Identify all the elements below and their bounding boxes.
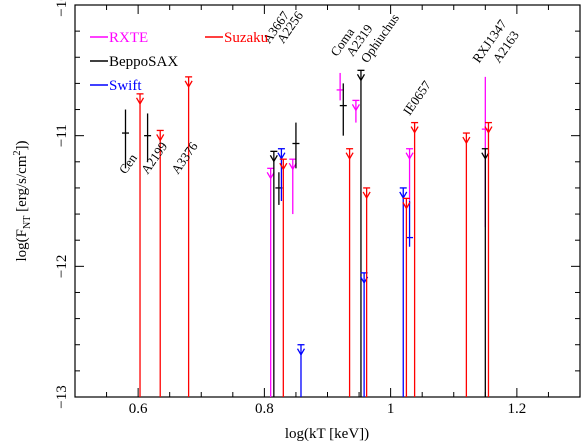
upper-limit-arrow xyxy=(288,162,297,171)
upper-limit-arrow xyxy=(402,202,411,210)
upper-limit-arrow xyxy=(269,155,278,163)
x-axis-label: log(kT [keV]) xyxy=(285,426,369,442)
upper-limit-arrow xyxy=(351,104,360,112)
cluster-label: Cen xyxy=(116,150,141,176)
upper-limit-arrow xyxy=(156,134,165,142)
y-axis-label-main: log(F xyxy=(14,229,30,262)
upper-limit-arrow xyxy=(345,152,354,161)
upper-limit-arrow xyxy=(135,97,145,106)
y-tick-label: −12 xyxy=(54,255,70,278)
y-axis-label-end: ]) xyxy=(14,141,30,151)
upper-limit-arrow xyxy=(410,126,419,134)
upper-limit-arrow xyxy=(405,152,414,161)
y-axis-label-sub: NT xyxy=(22,216,33,229)
upper-limit-arrow xyxy=(362,191,371,200)
upper-limit-arrow xyxy=(184,80,193,89)
x-tick-labels: 0.6 0.8 1 1.2 xyxy=(129,401,527,417)
legend-label: BeppoSAX xyxy=(109,54,178,70)
y-axis-label: log(FNT [erg/s/cm2]) xyxy=(12,141,33,262)
cluster-label: A2199 xyxy=(138,139,171,177)
x-tick-label: 0.6 xyxy=(129,401,148,417)
upper-limit-arrow xyxy=(279,162,288,171)
y-tick-label: −10 xyxy=(54,0,70,17)
legend-label: Swift xyxy=(109,78,142,94)
upper-limit-arrow xyxy=(296,348,306,357)
y-axis-label-rest: [erg/s/cm xyxy=(14,155,30,215)
y-tick-label: −13 xyxy=(54,385,70,408)
cluster-label: A3376 xyxy=(168,139,201,177)
x-tick-label: 0.8 xyxy=(255,401,274,417)
legend: RXTE BeppoSAX Swift Suzaku xyxy=(90,30,269,94)
data-marks xyxy=(122,69,493,397)
upper-limit-arrow xyxy=(462,136,471,145)
upper-limit-arrow xyxy=(484,126,493,134)
y-axis-label-sup: 2 xyxy=(12,151,23,156)
upper-limit-arrow xyxy=(481,152,490,161)
cluster-label: IE0657 xyxy=(400,77,435,117)
upper-limit-arrow xyxy=(356,74,366,82)
y-tick-label: −11 xyxy=(54,124,70,147)
axis-ticks xyxy=(74,4,581,398)
x-tick-label: 1.2 xyxy=(508,401,527,417)
legend-label: Suzaku xyxy=(224,30,269,46)
upper-limit-arrow xyxy=(266,172,275,180)
x-tick-label: 1 xyxy=(387,401,395,417)
y-tick-labels: −10 −11 −12 −13 xyxy=(54,0,70,409)
legend-label: RXTE xyxy=(109,30,148,46)
